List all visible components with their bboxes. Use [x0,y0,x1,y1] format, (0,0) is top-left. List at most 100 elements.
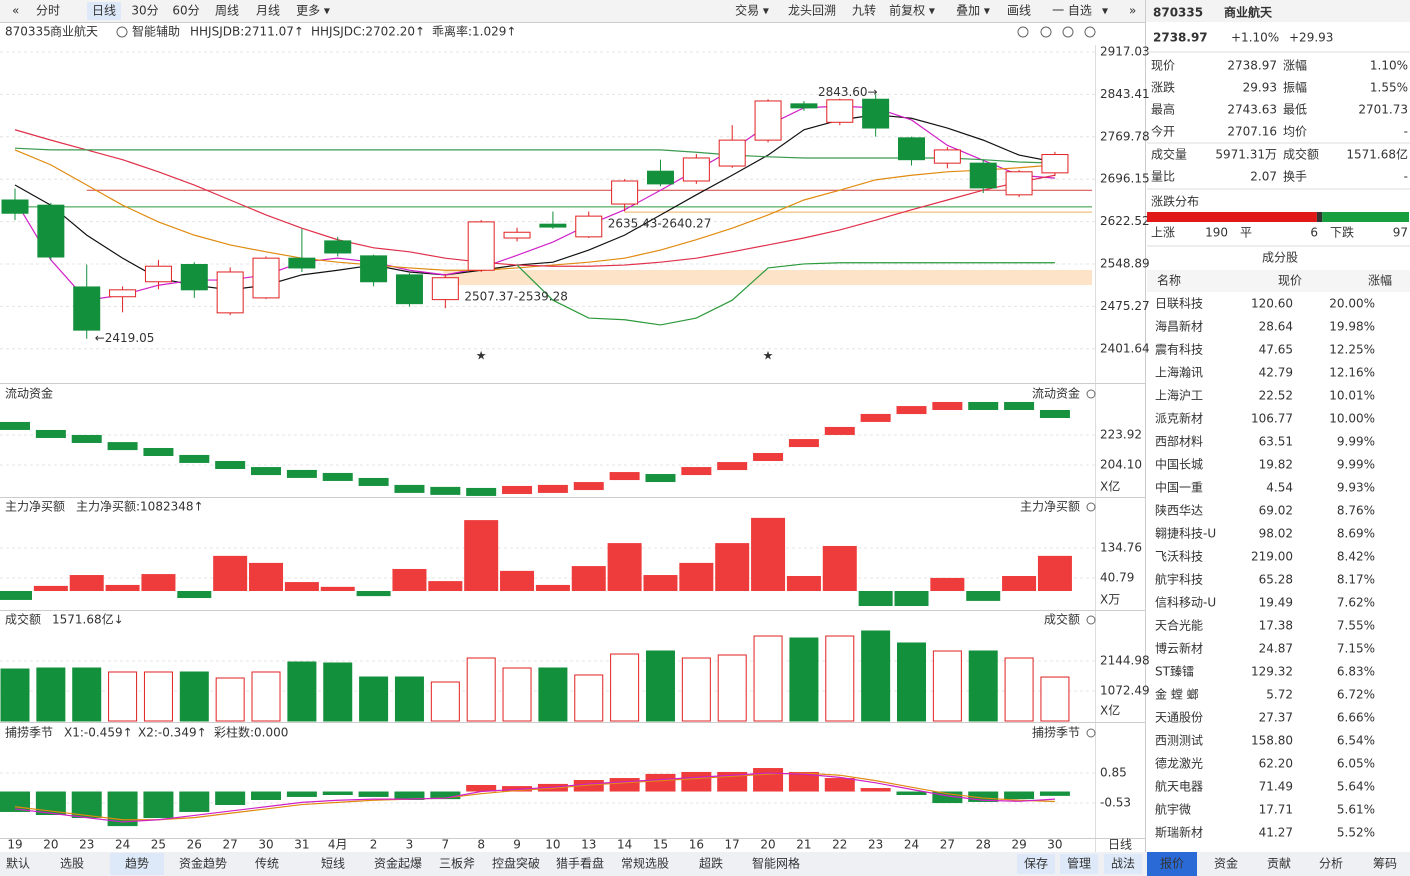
panel-settings[interactable] [1086,502,1096,512]
bottom-tab[interactable]: 三板斧 [439,857,475,871]
toolbar-tab[interactable]: 周线 [215,4,239,18]
chart-tool[interactable] [1084,26,1096,38]
net-buy-bar [1002,575,1037,591]
indicator: 乖离率:1.029↑ [432,24,516,39]
stock-name[interactable]: 中国一重 [1155,480,1203,495]
stock-name[interactable]: 天合光能 [1155,618,1203,633]
bottom-tab[interactable]: 选股 [60,857,84,871]
action-button[interactable]: 保存 [1024,857,1048,871]
toolbar-tab[interactable]: 30分 [131,4,158,18]
toolbar-tab[interactable]: 60分 [172,4,199,18]
dist-label: 下跌 [1330,225,1354,240]
panel-tab[interactable]: 贡献 [1267,856,1291,871]
x-tick-label: 31 [294,838,309,852]
action-button[interactable]: 战法 [1111,857,1135,871]
toolbar-tab[interactable]: 分时 [36,4,60,18]
dist-value: 190 [1205,226,1228,240]
chart-tool[interactable] [1062,26,1074,38]
bottom-tab[interactable]: 智能网格 [752,856,800,871]
toolbar-button[interactable]: 画线 [1007,4,1031,18]
season-bar [466,785,497,792]
toolbar-button[interactable]: 九转 [852,3,876,18]
net-buy-bar [0,591,32,600]
stock-price: 19.49 [1259,596,1293,610]
toolbar-button[interactable]: 叠加 ▾ [956,4,990,18]
panel-settings[interactable] [1086,615,1096,625]
stock-name[interactable]: 金 螳 螂 [1155,687,1199,702]
panel-tab[interactable]: 筹码 [1373,857,1397,871]
flow-step [681,467,712,476]
stock-name[interactable]: 海昌新材 [1155,319,1203,334]
action-button[interactable]: 管理 [1067,856,1091,871]
flow-step [71,434,102,443]
toolbar-button[interactable]: 交易 ▾ [735,3,769,18]
net-buy-bar [894,591,929,607]
panel-reading: 彩柱数:0.000 [214,725,288,740]
stock-name[interactable]: 日联科技 [1155,297,1203,311]
toolbar-tab[interactable]: 日线 [92,4,116,18]
toolbar-tab[interactable]: 月线 [256,4,280,18]
bottom-tab[interactable]: 猎手看盘 [556,856,604,871]
stock-price: 62.20 [1259,757,1293,771]
panel-tab[interactable]: 报价 [1160,856,1184,871]
assist-label: 智能辅助 [132,24,180,39]
chart-tool[interactable] [1040,26,1052,38]
stock-name[interactable]: 派克新材 [1155,411,1203,426]
panel-tab[interactable]: 资金 [1214,856,1238,871]
stock-name[interactable]: 博云新材 [1155,641,1203,656]
bottom-tab[interactable]: 常规选股 [621,856,669,871]
bottom-tab[interactable]: 资金起爆 [374,856,422,871]
toolbar-button[interactable]: 龙头回溯 [788,3,836,18]
signal-star: ★ [763,349,774,363]
stock-name[interactable]: 斯瑞新材 [1155,825,1203,840]
chart-tool[interactable] [1017,26,1029,38]
bottom-tab[interactable]: 传统 [255,856,279,871]
bottom-tab[interactable]: 资金趋势 [179,856,227,871]
tab-active-bg [1147,852,1197,876]
panel-tab[interactable]: 分析 [1319,857,1343,871]
toolbar-button[interactable]: 一 自选 [1052,4,1092,18]
candle-body [969,162,997,189]
stock-name[interactable]: 上海沪工 [1155,388,1203,403]
stock-name[interactable]: 飞沃科技 [1155,550,1203,564]
bottom-tab[interactable]: 超跌 [699,856,723,871]
stock-name[interactable]: 航宇科技 [1155,572,1203,587]
x-tick-label: 8 [477,838,485,852]
bottom-tab[interactable]: 短线 [321,857,345,871]
stock-name[interactable]: 信科移动-U [1155,596,1216,610]
stock-change: 6.72% [1337,688,1375,702]
stock-name[interactable]: 航天电器 [1155,779,1203,794]
bottom-tab[interactable]: 默认 [6,856,30,871]
stock-name[interactable]: 中国长城 [1155,457,1203,472]
flow-step [753,452,784,461]
bottom-tab[interactable]: 趋势 [125,857,149,871]
stock-name[interactable]: 德龙激光 [1155,756,1203,771]
stock-name[interactable]: 航宇微 [1155,802,1191,817]
section-title: 涨跌分布 [1151,194,1199,209]
collapse-left[interactable]: « [12,4,19,18]
y-tick-label: 2548.89 [1100,256,1150,270]
stock-price: 27.37 [1259,711,1293,725]
toolbar-tab[interactable]: 更多 ▾ [296,4,330,18]
toolbar-button[interactable]: ▾ [1102,4,1108,18]
toolbar-button[interactable]: 前复权 ▾ [889,3,935,18]
stock-name[interactable]: ST臻镭 [1155,664,1194,679]
stock-name[interactable]: 陕西华达 [1155,503,1203,518]
stock-name[interactable]: 天通股份 [1155,711,1203,725]
panel-settings[interactable] [1086,728,1096,738]
stock-name[interactable]: 翱捷科技-U [1155,527,1216,541]
collapse-right[interactable]: » [1129,4,1136,18]
stock-name[interactable]: 震有科技 [1155,343,1203,357]
stock-name[interactable]: 西部材料 [1155,434,1203,449]
panel-settings[interactable] [1086,389,1096,399]
season-bar [860,788,891,792]
panel-title: 主力净买额 [5,500,65,514]
stock-name[interactable]: 西测测试 [1155,733,1203,748]
candle-body [718,139,746,167]
stock-name[interactable]: 上海瀚讯 [1155,365,1203,380]
quote-value: 29.93 [1243,81,1277,95]
y-tick-label: 2401.64 [1100,341,1150,355]
bottom-tab[interactable]: 控盘突破 [492,856,540,871]
x-tick-label: 27 [940,838,955,852]
x-tick-label: 20 [760,838,775,852]
